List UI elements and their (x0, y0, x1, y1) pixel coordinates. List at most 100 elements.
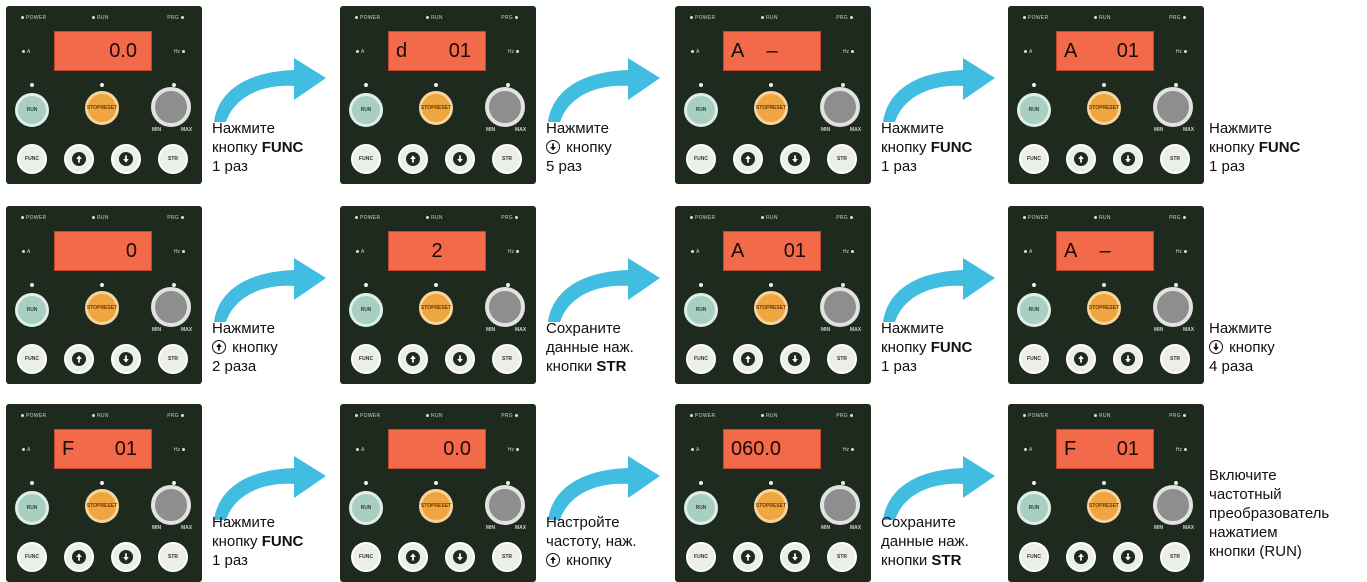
stop-reset-button[interactable]: STOP RESET (1087, 91, 1121, 125)
stop-reset-button[interactable]: STOP RESET (419, 91, 453, 125)
frequency-knob[interactable] (820, 485, 860, 525)
down-button[interactable] (445, 344, 475, 374)
str-button[interactable]: STR (158, 542, 188, 572)
up-button[interactable] (1066, 344, 1096, 374)
str-button[interactable]: STR (827, 344, 857, 374)
run-button[interactable]: RUN (684, 93, 718, 127)
run-button[interactable]: RUN (684, 491, 718, 525)
str-button[interactable]: STR (492, 344, 522, 374)
caption-bold-text: FUNC (1258, 139, 1301, 156)
str-button[interactable]: STR (1160, 144, 1190, 174)
func-button[interactable]: FUNC (1019, 344, 1049, 374)
stop-reset-button[interactable]: STOP RESET (754, 489, 788, 523)
indicator-led (1102, 283, 1106, 287)
prg-led (850, 216, 853, 220)
run-button[interactable]: RUN (1017, 491, 1051, 525)
run-label: RUN (759, 215, 778, 221)
down-button[interactable] (445, 144, 475, 174)
func-button[interactable]: FUNC (351, 144, 381, 174)
frequency-knob[interactable] (151, 87, 191, 127)
down-button[interactable] (1113, 542, 1143, 572)
frequency-knob[interactable] (485, 287, 525, 327)
run-button[interactable]: RUN (15, 93, 49, 127)
control-panel: POWER RUN PRG A Hz F 01 RUN STOP RESET MIN MAX FUNC S… (6, 404, 202, 582)
func-button[interactable]: FUNC (1019, 542, 1049, 572)
stop-reset-button[interactable]: STOP RESET (85, 91, 119, 125)
a-label: A (20, 447, 30, 453)
indicator-led (1032, 83, 1036, 87)
str-button[interactable]: STR (1160, 542, 1190, 572)
caption-text: 1 раз (212, 158, 248, 175)
run-button[interactable]: RUN (349, 93, 383, 127)
up-button[interactable] (64, 144, 94, 174)
str-button[interactable]: STR (1160, 344, 1190, 374)
frequency-knob[interactable] (820, 87, 860, 127)
func-button[interactable]: FUNC (686, 542, 716, 572)
stop-reset-button[interactable]: STOP RESET (754, 291, 788, 325)
frequency-knob[interactable] (1153, 87, 1193, 127)
func-button[interactable]: FUNC (1019, 144, 1049, 174)
str-button[interactable]: STR (492, 542, 522, 572)
up-button[interactable] (64, 344, 94, 374)
run-button[interactable]: RUN (349, 293, 383, 327)
frequency-knob[interactable] (151, 287, 191, 327)
run-button[interactable]: RUN (1017, 93, 1051, 127)
down-button[interactable] (1113, 144, 1143, 174)
run-button[interactable]: RUN (349, 491, 383, 525)
down-button[interactable] (111, 144, 141, 174)
stop-reset-button[interactable]: STOP RESET (754, 91, 788, 125)
control-panel: POWER RUN PRG A Hz A – RUN STOP RESET MIN MAX FUNC ST… (1008, 206, 1204, 384)
run-button[interactable]: RUN (15, 293, 49, 327)
func-button[interactable]: FUNC (686, 344, 716, 374)
frequency-knob[interactable] (151, 485, 191, 525)
down-button[interactable] (111, 344, 141, 374)
stop-reset-button[interactable]: STOP RESET (1087, 489, 1121, 523)
up-button[interactable] (398, 144, 428, 174)
min-label: MIN (152, 327, 162, 333)
down-button[interactable] (780, 542, 810, 572)
run-button[interactable]: RUN (1017, 293, 1051, 327)
str-button[interactable]: STR (158, 344, 188, 374)
prg-label: PRG (167, 215, 186, 221)
func-button[interactable]: FUNC (686, 144, 716, 174)
str-button[interactable]: STR (827, 542, 857, 572)
func-button[interactable]: FUNC (17, 144, 47, 174)
func-button[interactable]: FUNC (17, 542, 47, 572)
frequency-knob[interactable] (1153, 485, 1193, 525)
up-button[interactable] (1066, 542, 1096, 572)
up-button[interactable] (733, 344, 763, 374)
func-button[interactable]: FUNC (351, 542, 381, 572)
up-button[interactable] (398, 344, 428, 374)
down-button[interactable] (780, 344, 810, 374)
up-button[interactable] (398, 542, 428, 572)
indicator-led (699, 283, 703, 287)
frequency-knob[interactable] (1153, 287, 1193, 327)
caption-text: Нажмите (212, 514, 275, 531)
stop-reset-button[interactable]: STOP RESET (1087, 291, 1121, 325)
str-button[interactable]: STR (158, 144, 188, 174)
func-button[interactable]: FUNC (17, 344, 47, 374)
frequency-knob[interactable] (485, 87, 525, 127)
stop-reset-button[interactable]: STOP RESET (419, 291, 453, 325)
down-arrow-icon (788, 550, 802, 564)
stop-reset-button[interactable]: STOP RESET (419, 489, 453, 523)
up-button[interactable] (64, 542, 94, 572)
stop-reset-button[interactable]: STOP RESET (85, 291, 119, 325)
down-button[interactable] (445, 542, 475, 572)
down-button[interactable] (111, 542, 141, 572)
indicator-led (364, 481, 368, 485)
frequency-knob[interactable] (485, 485, 525, 525)
run-button[interactable]: RUN (15, 491, 49, 525)
run-button[interactable]: RUN (684, 293, 718, 327)
up-button[interactable] (733, 144, 763, 174)
str-button[interactable]: STR (492, 144, 522, 174)
frequency-knob[interactable] (820, 287, 860, 327)
a-text: A (1029, 447, 1033, 453)
func-button[interactable]: FUNC (351, 344, 381, 374)
up-button[interactable] (733, 542, 763, 572)
down-button[interactable] (1113, 344, 1143, 374)
up-button[interactable] (1066, 144, 1096, 174)
str-button[interactable]: STR (827, 144, 857, 174)
stop-reset-button[interactable]: STOP RESET (85, 489, 119, 523)
down-button[interactable] (780, 144, 810, 174)
